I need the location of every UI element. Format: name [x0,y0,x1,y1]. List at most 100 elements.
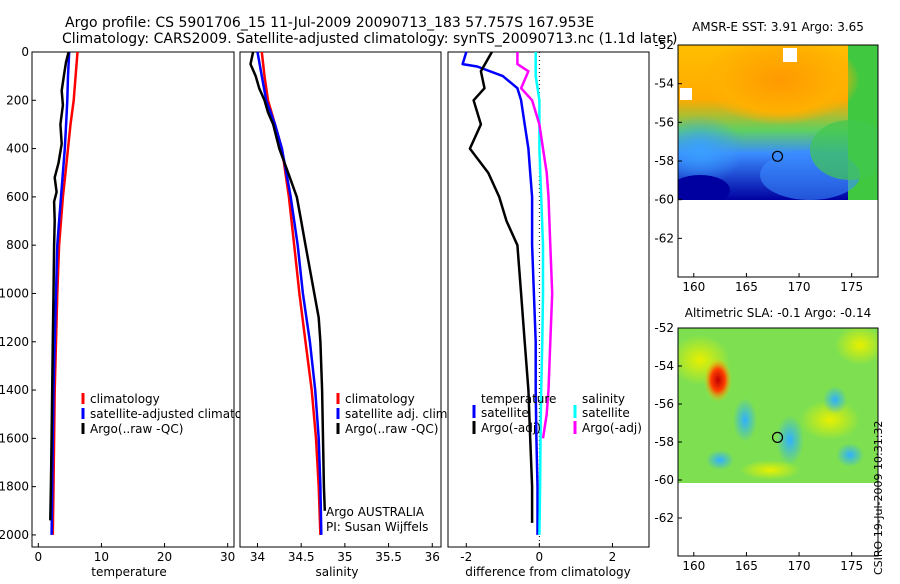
legend-sal-satellite: satellite [582,406,630,420]
series-line-temperature-argo-adj [468,51,534,523]
series-line-argo-raw-qc [249,51,327,511]
y-tick-label: 1200 [0,335,29,349]
map-x-tick-label: 165 [735,280,758,294]
argo-location-marker [771,150,784,162]
salinity-axis: 34 34.5 35 35.5 36 [250,543,440,564]
y-tick-label: 600 [6,190,29,204]
temperature-series [49,51,79,535]
salinity-profile-panel: 34 34.5 35 35.5 36 salinity climatology sate… [239,51,451,579]
y-tick-label: 800 [6,238,29,252]
map-x-tick-label: 170 [788,559,811,573]
temperature-axis-label: temperature [91,565,166,579]
difference-series [461,51,554,535]
map-y-tick-label: -60 [654,193,674,207]
difference-profile-panel: -2 0 2 difference from climatology tempera… [447,51,650,579]
x-tick-label: 35.5 [375,550,402,564]
sst-map-axes: 160 165 170 175 -52 -54 -56 -58 -60 -62 [654,38,863,294]
map-y-tick-label: -58 [654,435,674,449]
y-tick-label: 1000 [0,286,29,300]
y-tick-label: 1600 [0,431,29,445]
difference-axes-frame [447,51,650,548]
land-mask [783,48,797,62]
legend-argo: Argo(..raw -QC) [90,422,183,436]
title-line-1: Argo profile: CS 5901706_15 11-Jul-2009 … [65,15,594,31]
map-x-tick-label: 160 [682,559,705,573]
salinity-axes-frame [239,51,442,548]
x-tick-label: 36 [425,550,440,564]
x-tick-label: 30 [220,550,235,564]
map-y-tick-label: -54 [654,359,674,373]
title-line-2: Climatology: CARS2009. Satellite-adjuste… [62,31,677,47]
map-y-tick-label: -62 [654,231,674,245]
land-mask [680,88,692,100]
legend-temp-satellite: satellite [481,406,529,420]
x-tick-label: 0 [34,550,42,564]
legend-heading-temperature: temperature [481,392,556,406]
series-line-argo-raw-qc [49,51,70,521]
sla-map-axes: 160 165 170 175 -52 -54 -56 -58 -60 -62 [654,321,863,573]
x-tick-label: 10 [94,550,109,564]
temperature-axes-frame [31,51,235,548]
temperature-profile-panel: 0 200 400 600 800 1000 1200 1400 1600 1800 2000 0 1… [0,45,268,579]
series-line-salinity-satellite [534,52,545,535]
legend-sal-argo: Argo(-adj) [582,421,642,435]
timestamp: CSIRO 19-Jul-2009 10:31:32 [872,420,885,575]
legend-heading-salinity: salinity [582,392,625,406]
map-y-tick-label: -58 [654,154,674,168]
map-x-tick-label: 175 [840,280,863,294]
sst-map-panel: AMSR-E SST: 3.91 Argo: 3.65 160 165 170 175… [654,20,879,294]
series-line-climatology [260,51,322,535]
series-line-temperature-satellite [461,51,539,535]
x-tick-label: 20 [157,550,172,564]
legend-climatology: climatology [345,392,415,406]
salinity-axis-label: salinity [315,565,358,579]
sla-map-panel: Altimetric SLA: -0.1 Argo: -0.14 160 165 1… [654,306,879,573]
legend-satellite-adj: satellite adj. clim. [345,407,451,421]
sla-map-title: Altimetric SLA: -0.1 Argo: -0.14 [685,306,872,320]
legend-climatology: climatology [90,392,160,406]
y-tick-label: 200 [6,93,29,107]
argo-location-marker [771,431,784,443]
map-y-tick-label: -54 [654,77,674,91]
x-tick-label: 0 [536,550,544,564]
sst-map-title: AMSR-E SST: 3.91 Argo: 3.65 [692,20,864,34]
legend-satellite-adjusted: satellite-adjusted climatology [90,407,268,421]
map-y-tick-label: -60 [654,473,674,487]
y-tick-label: 400 [6,142,29,156]
map-x-tick-label: 160 [682,280,705,294]
map-x-tick-label: 165 [735,559,758,573]
x-tick-label: 34 [250,550,265,564]
map-y-tick-label: -62 [654,511,674,525]
legend-temp-argo: Argo(-adj) [481,421,541,435]
sla-field [678,328,878,483]
x-tick-label: 34.5 [288,550,315,564]
map-y-tick-label: -52 [654,321,674,335]
y-tick-label: 1800 [0,480,29,494]
x-tick-label: -2 [460,550,472,564]
depth-axis: 0 200 400 600 800 1000 1200 1400 1600 1800 2000 [0,45,36,542]
series-line-salinity-argo-adj [516,52,554,439]
map-y-tick-label: -52 [654,38,674,52]
temperature-axis: 0 10 20 30 [34,543,235,564]
difference-axis-label: difference from climatology [465,565,631,579]
map-x-tick-label: 170 [788,280,811,294]
series-line-satellite-adj-clim [256,51,323,535]
series-line-climatology [51,51,79,535]
y-tick-label: 0 [21,45,29,59]
x-tick-label: 35 [337,550,352,564]
salinity-series [249,51,327,535]
difference-legend: temperature satellite Argo(-adj) salinit… [472,392,642,435]
temperature-legend: climatology satellite-adjusted climatolo… [81,392,268,436]
y-tick-label: 1400 [0,383,29,397]
salinity-legend: climatology satellite adj. clim. Argo(..… [336,392,451,436]
annotation-pi: PI: Susan Wijffels [326,520,428,534]
annotation-argo-australia: Argo AUSTRALIA [326,505,425,519]
map-x-tick-label: 175 [840,559,863,573]
x-tick-label: 2 [609,550,617,564]
y-tick-label: 2000 [0,528,29,542]
legend-argo: Argo(..raw -QC) [345,422,438,436]
map-y-tick-label: -56 [654,115,674,129]
sst-field [678,45,878,200]
